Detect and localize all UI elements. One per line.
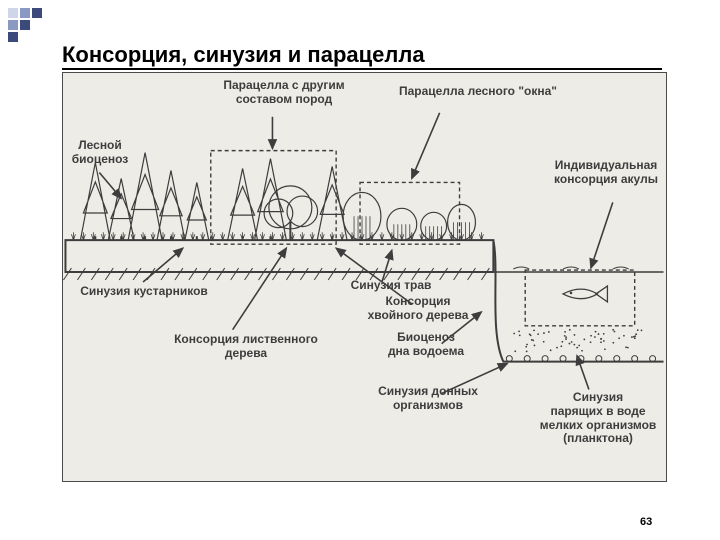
shark-icon: [563, 286, 607, 302]
label-forest-biocenosis: Леснойбиоценоз: [63, 139, 137, 167]
arrow-shark-consortium: [591, 202, 613, 268]
label-plankton-synusia: Синузияпарящих в водемелких организмов(п…: [523, 391, 673, 446]
label-shrub-synusia: Синузия кустарников: [59, 285, 229, 299]
label-shark-consortium: Индивидуальнаяконсорция акулы: [541, 159, 671, 187]
label-deciduous-consortium: Консорция лиственногодерева: [151, 333, 341, 361]
label-paracella-window: Парацелла лесного "окна": [373, 85, 583, 99]
label-benthos-biocenosis: Биоценоздна водоема: [361, 331, 491, 359]
label-paracella-species: Парацелла с другимсоставом пород: [195, 79, 373, 107]
arrow-paracella-window: [412, 113, 440, 179]
shark-consortium-box: [525, 270, 634, 326]
page-number: 63: [640, 516, 652, 528]
label-conifer-consortium: Консорцияхвойного дерева: [343, 295, 493, 323]
label-benthos-synusia: Синузия донныхорганизмов: [343, 385, 513, 413]
arrow-forest-biocenosis: [99, 173, 121, 199]
label-grass-synusia: Синузия трав: [331, 279, 451, 293]
arrow-deciduous-consortium: [233, 248, 287, 330]
page-title: Консорция, синузия и парацелла: [62, 42, 662, 70]
ecology-diagram: Парацелла с другимсоставом породПарацелл…: [62, 72, 667, 482]
